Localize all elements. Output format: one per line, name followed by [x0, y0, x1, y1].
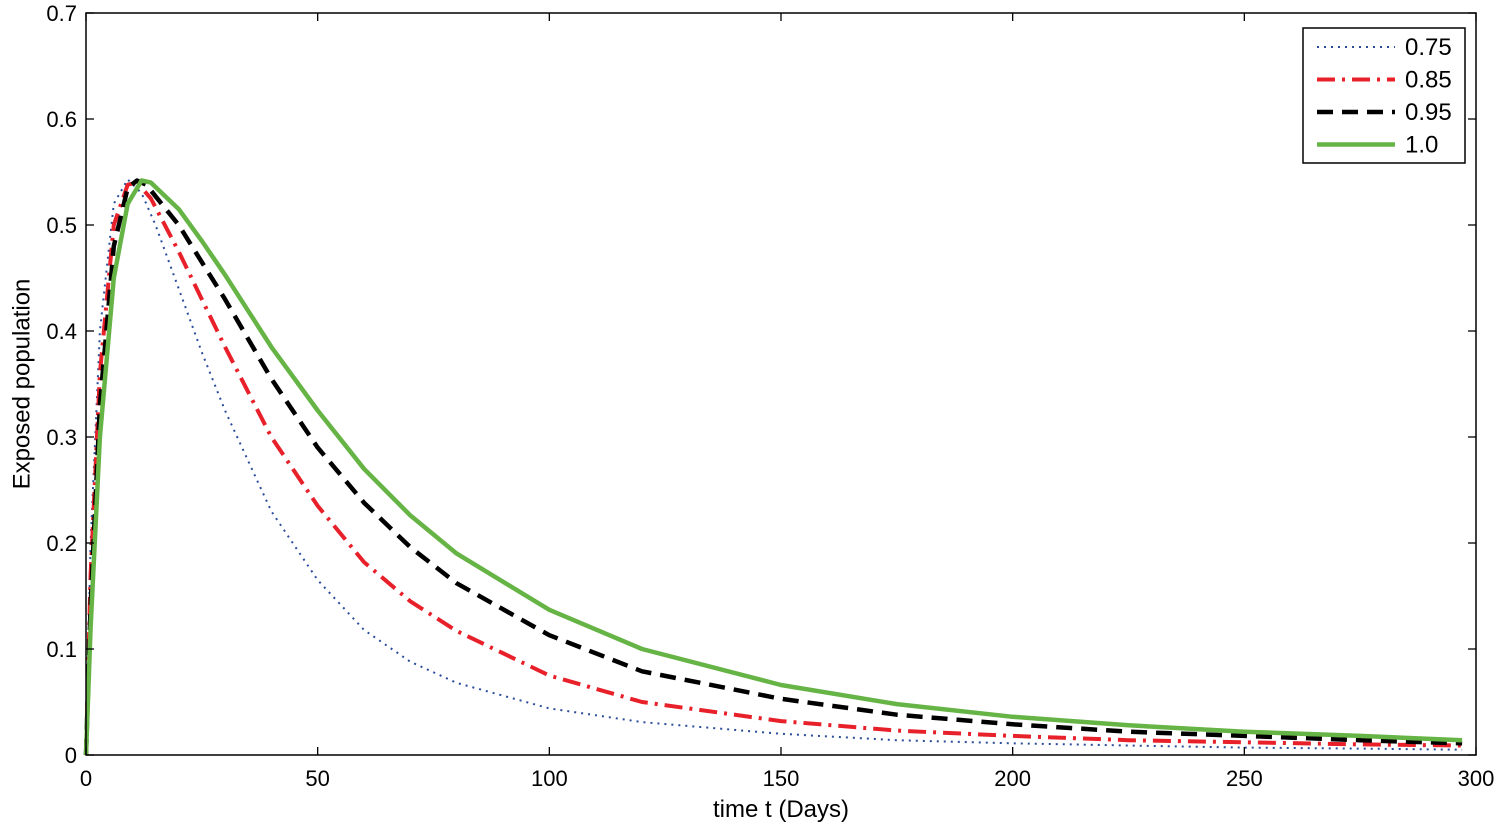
y-tick-label: 0.2: [46, 531, 77, 556]
x-tick-label: 200: [994, 766, 1031, 791]
x-tick-label: 300: [1458, 766, 1495, 791]
y-axis-label: Exposed population: [8, 279, 35, 490]
x-tick-label: 150: [763, 766, 800, 791]
y-tick-label: 0.3: [46, 425, 77, 450]
y-tick-label: 0.6: [46, 107, 77, 132]
series-line-1: [84, 180, 1463, 756]
x-axis-label: time t (Days): [713, 796, 849, 823]
y-tick-label: 0.1: [46, 637, 77, 662]
y-tick-label: 0.7: [46, 1, 77, 26]
x-tick-label: 0: [80, 766, 92, 791]
series-line-2: [83, 178, 1463, 756]
series-line-0: [85, 178, 1463, 756]
y-tick-label: 0.5: [46, 213, 77, 238]
legend-label-1: 0.85: [1405, 67, 1452, 94]
series-layer: [83, 178, 1463, 756]
legend: 0.75 0.85 0.95 1.0: [1302, 27, 1466, 164]
legend-box: [1302, 27, 1466, 164]
x-tick-label: 100: [531, 766, 568, 791]
plot-frame: [85, 12, 1477, 756]
legend-label-3: 1.0: [1405, 132, 1438, 159]
y-tick-label: 0: [65, 743, 77, 768]
legend-label-2: 0.95: [1405, 99, 1452, 126]
legend-label-0: 0.75: [1405, 34, 1452, 61]
series-line-3: [83, 178, 1463, 756]
x-tick-label: 50: [305, 766, 329, 791]
ticks-layer: 0 50 100 150 200 250 300 0 0.1 0.2 0.3 0.4 0.5 0.6 0.7: [46, 1, 1494, 791]
x-tick-label: 250: [1226, 766, 1263, 791]
y-tick-label: 0.4: [46, 319, 77, 344]
